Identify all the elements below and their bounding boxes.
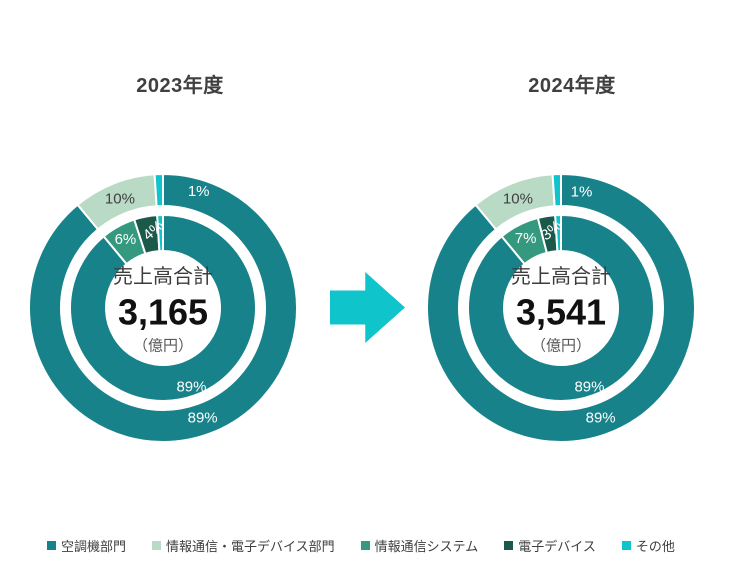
- center-total-unit: （億円）: [133, 338, 193, 355]
- donut-segment-inner: [156, 214, 165, 253]
- segment-label: 89%: [586, 410, 616, 427]
- donut-segment-inner: [467, 214, 655, 402]
- center-total-label: 売上高合計: [511, 265, 611, 288]
- chart-title-2023: 2023年度: [136, 75, 224, 97]
- legend-swatch: [360, 541, 370, 550]
- legend-swatch: [621, 541, 631, 550]
- donut-segment-outer: [426, 173, 696, 443]
- legend-swatch: [152, 541, 162, 550]
- donut-segment-outer: [153, 172, 165, 208]
- legend-swatch: [504, 541, 514, 550]
- segment-label: 1%: [188, 183, 210, 200]
- segment-label: 89%: [176, 379, 206, 396]
- legend-label: 空調機部門: [61, 539, 127, 554]
- segment-label: 7%: [515, 230, 537, 247]
- donut-chart-2024: 89% 10% 1% 89% 7% 3% 売上高合計 3,541 （億円）: [426, 172, 696, 443]
- segment-label: 6%: [115, 231, 137, 248]
- legend-swatch: [47, 541, 56, 550]
- legend-label: 情報通信システム: [374, 539, 479, 554]
- segment-label: 1%: [571, 183, 593, 200]
- donut-segment-inner: [69, 214, 257, 402]
- center-total-value: 3,541: [516, 292, 606, 333]
- center-total-value: 3,165: [118, 292, 208, 333]
- legend-item: 情報通信・電子デバイス部門: [152, 536, 335, 555]
- legend-label: 情報通信・電子デバイス部門: [166, 539, 335, 554]
- segment-label: 89%: [188, 410, 218, 427]
- segment-label: 10%: [503, 191, 533, 208]
- legend: 空調機部門 情報通信・電子デバイス部門 情報通信システム 電子デバイス その他: [47, 536, 675, 555]
- center-total-unit: （億円）: [531, 338, 591, 355]
- arrow-right-icon: [330, 272, 405, 343]
- legend-item: 空調機部門: [47, 536, 126, 555]
- legend-item: その他: [621, 536, 675, 555]
- legend-item: 電子デバイス: [504, 536, 596, 555]
- donut-segment-inner: [554, 214, 563, 253]
- donut-segment-outer: [28, 173, 298, 443]
- legend-label: 電子デバイス: [518, 539, 596, 554]
- segment-label: 89%: [574, 379, 604, 396]
- center-total-label: 売上高合計: [113, 265, 213, 288]
- donut-chart-2023: 89% 10% 1% 89% 6% 4% 売上高合計 3,165 （億円）: [28, 172, 298, 443]
- chart-title-2024: 2024年度: [528, 75, 616, 97]
- legend-label: その他: [635, 539, 675, 554]
- legend-item: 情報通信システム: [360, 536, 479, 555]
- donut-segment-outer: [551, 172, 563, 208]
- segment-label: 10%: [105, 191, 135, 208]
